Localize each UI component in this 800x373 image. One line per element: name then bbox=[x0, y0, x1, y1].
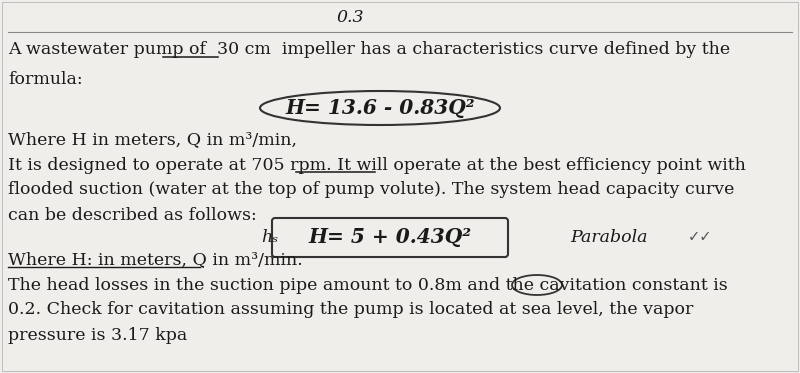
Text: flooded suction (water at the top of pump volute). The system head capacity curv: flooded suction (water at the top of pum… bbox=[8, 182, 734, 198]
Text: Parabola: Parabola bbox=[570, 229, 647, 245]
Text: It is designed to operate at 705 rpm. It will operate at the best efficiency poi: It is designed to operate at 705 rpm. It… bbox=[8, 157, 746, 173]
Text: formula:: formula: bbox=[8, 72, 82, 88]
Text: H= 13.6 - 0.83Q²: H= 13.6 - 0.83Q² bbox=[285, 98, 475, 118]
Text: pressure is 3.17 kpa: pressure is 3.17 kpa bbox=[8, 326, 187, 344]
Text: Where H: in meters, Q in m³/min.: Where H: in meters, Q in m³/min. bbox=[8, 251, 302, 269]
Text: can be described as follows:: can be described as follows: bbox=[8, 207, 257, 223]
Text: 0.3: 0.3 bbox=[336, 9, 364, 26]
Text: hₛ: hₛ bbox=[262, 229, 278, 245]
Text: H= 5 + 0.43Q²: H= 5 + 0.43Q² bbox=[309, 227, 471, 247]
Text: ✓✓: ✓✓ bbox=[688, 229, 713, 244]
Text: Where H in meters, Q in m³/min,: Where H in meters, Q in m³/min, bbox=[8, 132, 297, 148]
Text: 0.2. Check for cavitation assuming the pump is located at sea level, the vapor: 0.2. Check for cavitation assuming the p… bbox=[8, 301, 694, 319]
Text: A wastewater pump of  30 cm  impeller has a characteristics curve defined by the: A wastewater pump of 30 cm impeller has … bbox=[8, 41, 730, 59]
Text: The head losses in the suction pipe amount to 0.8m and the cavitation constant i: The head losses in the suction pipe amou… bbox=[8, 276, 728, 294]
